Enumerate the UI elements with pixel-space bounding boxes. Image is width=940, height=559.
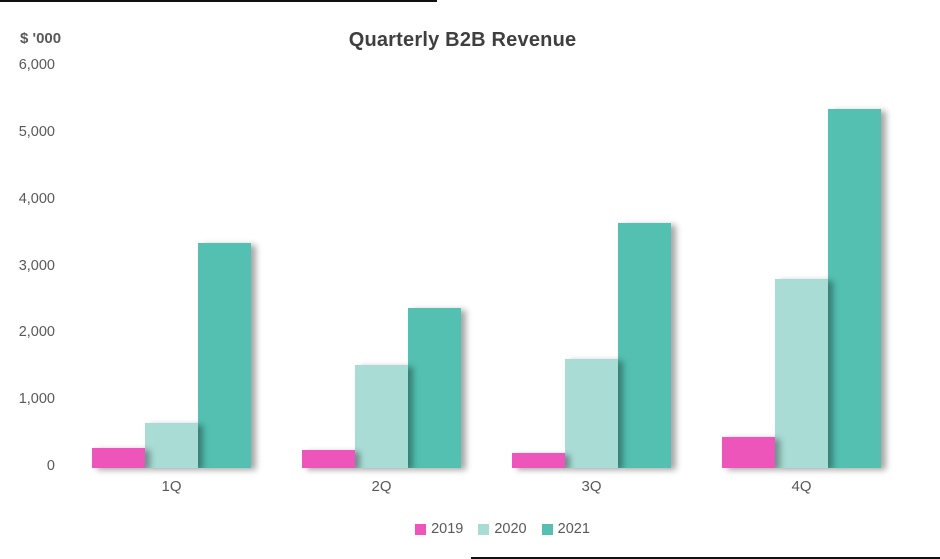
bar-2020-4Q [775,278,828,468]
bar-2021-4Q [828,109,881,468]
y-tick-label-5000: 5,000 [18,123,55,140]
x-axis-label-2Q: 2Q [371,478,392,495]
x-axis-label-1Q: 1Q [161,478,182,495]
legend-item-2020: 2020 [478,521,527,537]
y-tick-label-2000: 2,000 [18,324,55,341]
legend: 2019 2020 2021 [65,521,940,537]
y-tick-label-1000: 1,000 [18,391,55,408]
legend-item-2019: 2019 [415,521,463,537]
bar-2020-2Q [355,365,408,468]
y-tick-label-6000: 6,000 [18,57,55,73]
bar-2021-3Q [618,222,671,468]
top-border-line [0,0,437,2]
legend-item-2021: 2021 [541,521,590,537]
y-tick-label-3000: 3,000 [18,257,55,274]
legend-swatch-2020 [478,523,490,535]
bar-2019-3Q [512,453,565,468]
bar-2019-1Q [92,447,145,468]
legend-label-2019: 2019 [431,521,464,537]
bar-2021-1Q [198,242,251,468]
x-axis-label-4Q: 4Q [791,478,812,495]
x-axis-label-3Q: 3Q [581,478,602,495]
legend-label-2021: 2021 [557,521,590,537]
bottom-border-line [471,557,940,559]
bar-2020-1Q [145,422,198,468]
bar-2021-2Q [408,308,461,468]
y-tick-label-4000: 4,000 [18,190,55,207]
legend-swatch-2019 [415,523,427,535]
y-tick-label-0: 0 [46,458,55,474]
chart-title: Quarterly B2B Revenue [348,29,577,51]
legend-swatch-2021 [541,523,553,535]
y-axis-unit-label: $ '000 [20,30,62,47]
bar-2020-3Q [565,359,618,468]
bar-2019-2Q [302,449,355,468]
legend-label-2020: 2020 [494,521,527,537]
bar-2019-4Q [722,437,775,468]
